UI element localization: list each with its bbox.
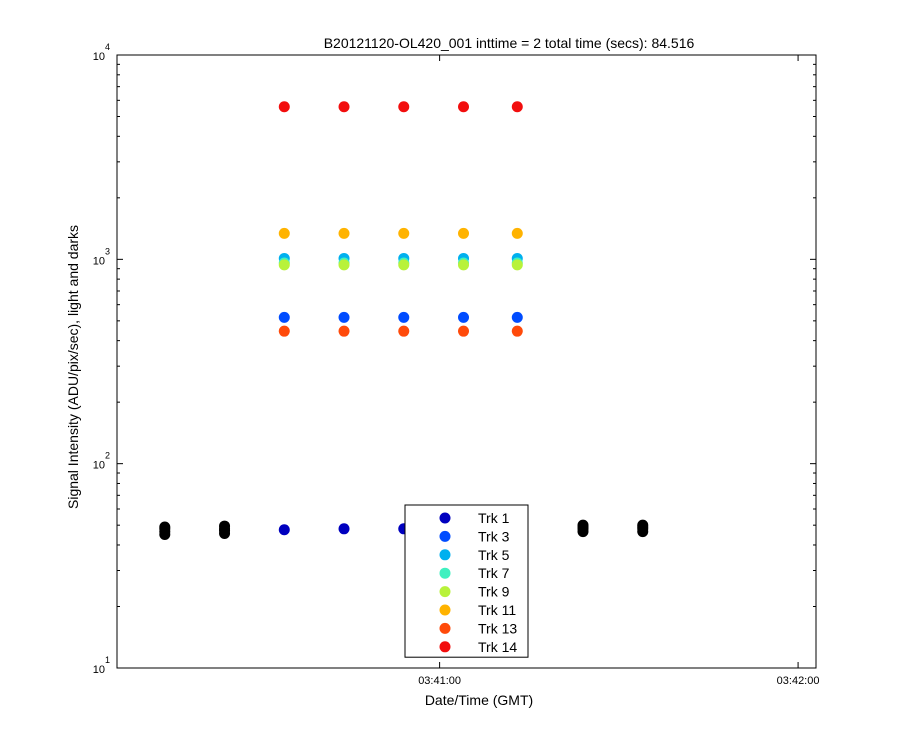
legend-label: Trk 14 — [478, 639, 517, 655]
data-point — [398, 259, 410, 271]
data-point — [511, 101, 523, 113]
legend-marker — [439, 641, 451, 653]
legend-label: Trk 3 — [478, 528, 510, 544]
legend-label: Trk 9 — [478, 584, 510, 600]
data-point — [338, 523, 350, 535]
data-point — [338, 325, 350, 337]
legend-label: Trk 11 — [478, 602, 516, 618]
y-tick-label: 10 — [93, 51, 105, 63]
data-point — [458, 325, 470, 337]
data-point — [398, 101, 410, 113]
data-point — [278, 227, 290, 239]
data-point — [458, 101, 470, 113]
data-point — [278, 524, 290, 536]
data-point — [511, 259, 523, 271]
y-tick-label-exponent: 4 — [105, 42, 110, 52]
legend-label: Trk 5 — [478, 547, 510, 563]
legend-label: Trk 1 — [478, 510, 510, 526]
data-point — [338, 227, 350, 239]
data-point — [278, 325, 290, 337]
y-tick-label: 10 — [93, 255, 105, 267]
data-point — [338, 101, 350, 113]
data-point — [458, 311, 470, 323]
legend-marker — [439, 567, 451, 579]
y-tick-label-exponent: 1 — [105, 655, 110, 665]
legend-box — [404, 504, 529, 658]
x-axis: 03:41:00 03:42:00 — [418, 55, 819, 687]
legend-marker — [439, 512, 451, 524]
legend-marker — [439, 549, 451, 561]
data-point — [398, 325, 410, 337]
chart-title: B20121120-OL420_001 inttime = 2 total ti… — [324, 35, 695, 51]
data-point — [458, 227, 470, 239]
legend-marker — [439, 530, 451, 542]
legend-label: Trk 13 — [478, 620, 517, 636]
y-tick-label-exponent: 3 — [105, 246, 110, 256]
data-point — [278, 311, 290, 323]
data-point — [511, 227, 523, 239]
legend: Trk 1 Trk 3 Trk 5 Trk 7 Trk 9 Trk 11 Trk 13 Trk… — [404, 504, 529, 658]
y-tick-label-exponent: 2 — [105, 451, 110, 461]
x-axis-label: Date/Time (GMT) — [425, 692, 533, 708]
data-point — [398, 227, 410, 239]
data-point — [637, 519, 649, 531]
data-point — [458, 259, 470, 271]
data-point — [511, 325, 523, 337]
legend-marker — [439, 586, 451, 598]
data-point — [219, 520, 231, 532]
legend-marker — [439, 604, 451, 616]
data-point — [577, 519, 589, 531]
data-point — [278, 259, 290, 271]
data-point — [338, 259, 350, 271]
data-point — [511, 311, 523, 323]
data-point — [338, 311, 350, 323]
legend-label: Trk 7 — [478, 565, 510, 581]
data-point — [159, 521, 171, 533]
data-point — [398, 311, 410, 323]
data-points — [159, 101, 649, 541]
legend-marker — [439, 622, 451, 634]
y-tick-label: 10 — [93, 664, 105, 676]
x-tick-label: 03:41:00 — [418, 675, 461, 687]
data-point — [278, 101, 290, 113]
x-tick-label: 03:42:00 — [777, 675, 820, 687]
y-axis-label: Signal Intensity (ADU/pix/sec), light an… — [65, 225, 81, 509]
y-tick-label: 10 — [93, 460, 105, 472]
